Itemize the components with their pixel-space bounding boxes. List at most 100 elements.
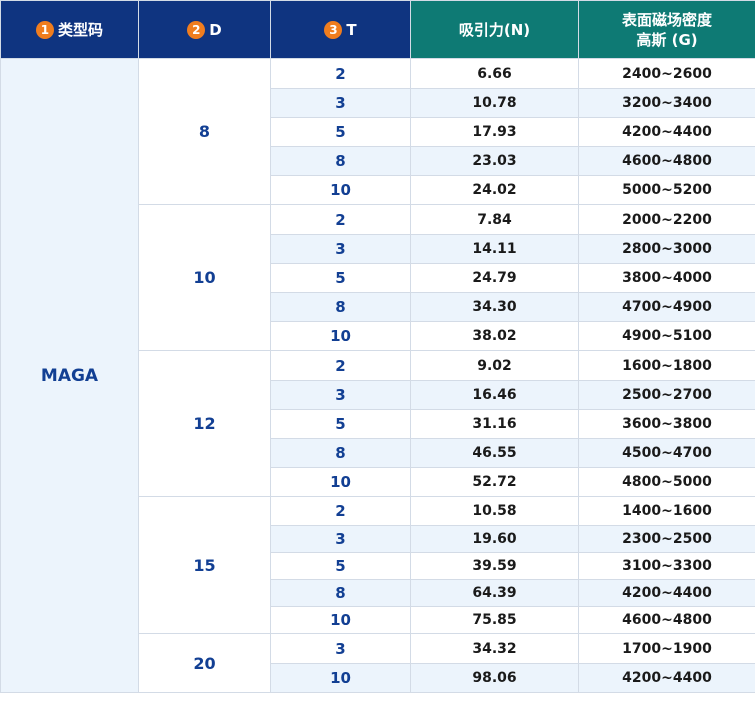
force-cell: 9.02	[410, 350, 579, 381]
table-body: MAGA 8 2 6.66 2400~2600 3 10.78 3200~3400 5 17.93…	[0, 58, 755, 693]
t-cell: 8	[270, 438, 411, 468]
flux-cell: 1700~1900	[578, 633, 755, 664]
t-cell: 8	[270, 579, 411, 607]
table-row: 5 24.79 3800~4000	[1, 263, 755, 293]
badge-3: 3	[324, 20, 343, 39]
force-cell: 23.03	[410, 146, 579, 176]
flux-cell: 2000~2200	[578, 204, 755, 235]
force-cell: 34.30	[410, 292, 579, 322]
force-cell: 64.39	[410, 579, 579, 607]
table-row: 5 31.16 3600~3800	[1, 409, 755, 439]
t-cell: 10	[270, 663, 411, 693]
force-cell: 38.02	[410, 321, 579, 351]
header-force: 吸引力(N)	[410, 0, 579, 59]
force-cell: 24.79	[410, 263, 579, 293]
t-cell: 8	[270, 292, 411, 322]
header-flux-line1: 表面磁场密度	[621, 10, 712, 29]
table-row: 10 98.06 4200~4400	[1, 663, 755, 693]
flux-cell: 4500~4700	[578, 438, 755, 468]
force-cell: 39.59	[410, 552, 579, 580]
force-cell: 17.93	[410, 117, 579, 147]
table-row: 3 14.11 2800~3000	[1, 234, 755, 264]
force-cell: 10.78	[410, 88, 579, 118]
header-flux: 表面磁场密度 高斯 (G)	[578, 0, 755, 59]
badge-1: 1	[35, 20, 54, 39]
t-cell: 10	[270, 606, 411, 634]
force-cell: 34.32	[410, 633, 579, 664]
flux-cell: 2400~2600	[578, 58, 755, 89]
t-cell: 5	[270, 263, 411, 293]
force-cell: 75.85	[410, 606, 579, 634]
d-cell: 20	[138, 633, 271, 693]
t-cell: 3	[270, 234, 411, 264]
flux-cell: 4600~4800	[578, 146, 755, 176]
flux-cell: 2800~3000	[578, 234, 755, 264]
t-cell: 3	[270, 88, 411, 118]
t-cell: 5	[270, 117, 411, 147]
flux-cell: 2300~2500	[578, 525, 755, 553]
t-cell: 3	[270, 380, 411, 410]
table-row: 8 46.55 4500~4700	[1, 438, 755, 468]
flux-cell: 4200~4400	[578, 579, 755, 607]
d-cell: 12	[138, 350, 271, 497]
table-row: 10 38.02 4900~5100	[1, 321, 755, 351]
t-cell: 2	[270, 204, 411, 235]
header-type-code: 1 类型码	[0, 0, 139, 59]
t-cell: 5	[270, 409, 411, 439]
header-flux-line2: 高斯 (G)	[636, 30, 698, 49]
force-cell: 52.72	[410, 467, 579, 497]
flux-cell: 1600~1800	[578, 350, 755, 381]
force-cell: 10.58	[410, 496, 579, 526]
flux-cell: 1400~1600	[578, 496, 755, 526]
flux-cell: 3600~3800	[578, 409, 755, 439]
header-d-label: D	[209, 20, 222, 39]
table-row: 15 2 10.58 1400~1600	[1, 496, 755, 634]
table-row: MAGA 8 2 6.66 2400~2600	[0, 58, 755, 693]
table-row: 12 2 9.02 1600~1800	[1, 350, 755, 497]
table-row: 20 3 34.32 1700~1900	[1, 633, 755, 693]
t-cell: 3	[270, 633, 411, 664]
force-cell: 7.84	[410, 204, 579, 235]
flux-cell: 4700~4900	[578, 292, 755, 322]
table-row: 5 17.93 4200~4400	[1, 117, 755, 147]
table-row: 3 19.60 2300~2500	[1, 525, 755, 553]
flux-cell: 4900~5100	[578, 321, 755, 351]
flux-cell: 4600~4800	[578, 606, 755, 634]
force-cell: 31.16	[410, 409, 579, 439]
table-row: 10 75.85 4600~4800	[1, 606, 755, 634]
header-t-label: T	[346, 20, 357, 39]
d-cell: 8	[138, 58, 271, 205]
flux-cell: 4800~5000	[578, 467, 755, 497]
flux-cell: 3100~3300	[578, 552, 755, 580]
force-cell: 46.55	[410, 438, 579, 468]
t-cell: 8	[270, 146, 411, 176]
type-code-cell: MAGA	[0, 58, 139, 693]
flux-cell: 4200~4400	[578, 663, 755, 693]
force-cell: 24.02	[410, 175, 579, 205]
t-cell: 10	[270, 175, 411, 205]
t-cell: 10	[270, 467, 411, 497]
flux-cell: 3800~4000	[578, 263, 755, 293]
flux-cell: 4200~4400	[578, 117, 755, 147]
d-cell: 10	[138, 204, 271, 351]
header-force-label: 吸引力(N)	[458, 20, 531, 39]
table-row: 10 24.02 5000~5200	[1, 175, 755, 205]
force-cell: 16.46	[410, 380, 579, 410]
t-cell: 5	[270, 552, 411, 580]
table-row: 8 64.39 4200~4400	[1, 579, 755, 607]
force-cell: 19.60	[410, 525, 579, 553]
table-row: 3 10.78 3200~3400	[1, 88, 755, 118]
badge-2: 2	[187, 20, 206, 39]
flux-cell: 5000~5200	[578, 175, 755, 205]
flux-cell: 3200~3400	[578, 88, 755, 118]
table-row: 8 23.03 4600~4800	[1, 146, 755, 176]
t-cell: 2	[270, 496, 411, 526]
force-cell: 6.66	[410, 58, 579, 89]
header-type-code-label: 类型码	[57, 20, 103, 39]
d-cell: 15	[138, 496, 271, 634]
t-cell: 2	[270, 58, 411, 89]
